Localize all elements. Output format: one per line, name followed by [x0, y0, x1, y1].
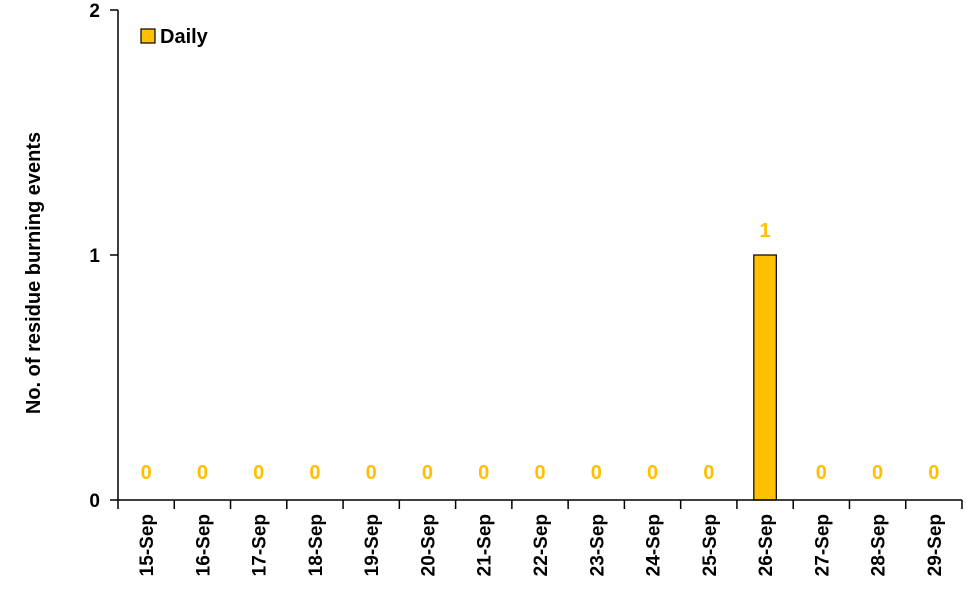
data-label: 0: [534, 462, 545, 484]
y-tick-label: 0: [89, 491, 100, 512]
legend: Daily: [140, 26, 209, 48]
x-tick-label: 15-Sep: [137, 514, 158, 576]
legend-label-daily: Daily: [160, 26, 209, 48]
data-label: 0: [197, 462, 208, 484]
data-label: 0: [928, 462, 939, 484]
x-tick-label: 22-Sep: [531, 514, 552, 576]
data-label: 1: [760, 220, 771, 242]
x-tick-label: 24-Sep: [644, 514, 665, 576]
data-label: 0: [816, 462, 827, 484]
data-label: 0: [478, 462, 489, 484]
x-tick-label: 28-Sep: [869, 514, 890, 576]
x-tick-label: 26-Sep: [756, 514, 777, 576]
data-label: 0: [647, 462, 658, 484]
x-tick-label: 20-Sep: [418, 514, 439, 576]
x-tick-label: 27-Sep: [812, 514, 833, 576]
x-tick-label: 16-Sep: [193, 514, 214, 576]
bar: [753, 254, 777, 501]
x-tick-label: 18-Sep: [306, 514, 327, 576]
data-label: 0: [366, 462, 377, 484]
y-axis-title: No. of residue burning events: [23, 132, 45, 414]
data-label: 0: [703, 462, 714, 484]
legend-swatch-daily: [140, 28, 156, 44]
data-label: 0: [872, 462, 883, 484]
x-tick-label: 21-Sep: [475, 514, 496, 576]
x-axis: 15-Sep 16-Sep 17-Sep 18-Sep 19-Sep 20-Sep 21-S…: [117, 499, 963, 576]
x-tick-label: 19-Sep: [362, 514, 383, 576]
x-tick-label: 25-Sep: [700, 514, 721, 576]
x-tick-label: 17-Sep: [250, 514, 271, 576]
data-label: 0: [141, 462, 152, 484]
x-tick-label: 23-Sep: [587, 514, 608, 576]
data-label: 0: [422, 462, 433, 484]
y-tick-label: 2: [89, 1, 100, 22]
x-tick-label: 29-Sep: [925, 514, 946, 576]
data-label: 0: [253, 462, 264, 484]
data-label: 0: [591, 462, 602, 484]
y-axis: 0 1 2: [89, 1, 119, 512]
y-tick-label: 1: [89, 246, 100, 267]
plot-area: 0 0 0 0 0 0 0 0 0 0 0 1 0 0 0: [141, 220, 939, 501]
data-label: 0: [309, 462, 320, 484]
